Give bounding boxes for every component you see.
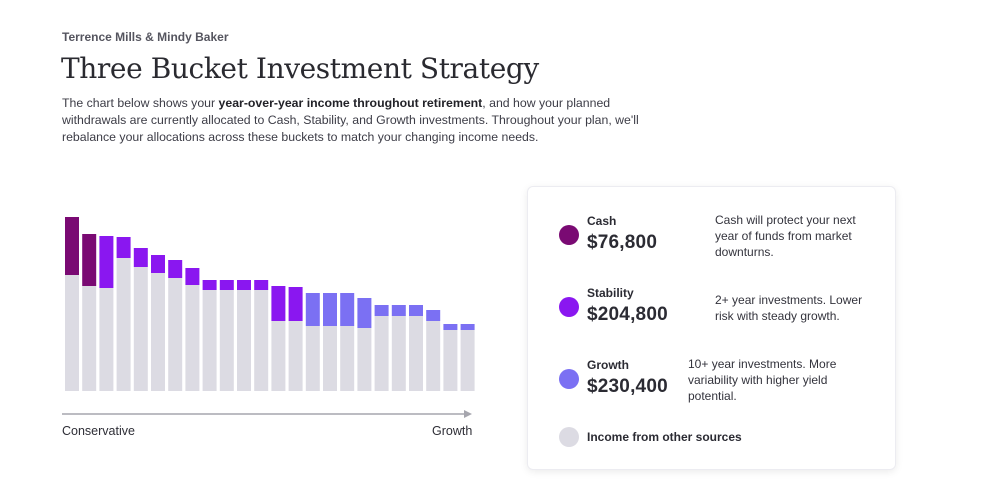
bar-18-other-segment [357, 328, 372, 391]
growth-description: 10+ year investments. More variability w… [688, 357, 837, 403]
stability-dot-icon [559, 297, 579, 317]
bar-15-other-segment [305, 326, 320, 391]
bar-8-stability-segment [185, 268, 200, 285]
bar-7-other-segment [168, 278, 183, 391]
bar-4-other-segment [116, 258, 131, 391]
bar-22-growth-segment [426, 310, 441, 321]
axis-label-conservative: Conservative [62, 424, 135, 438]
bucket-legend-card: Cash $76,800 Cash will protect your next… [527, 186, 896, 470]
cash-amount: $76,800 [587, 232, 658, 253]
bar-1-other-segment [65, 275, 79, 391]
income-bar-chart [62, 217, 475, 418]
bar-7-stability-segment [168, 260, 183, 278]
bar-24-other-segment [460, 330, 475, 391]
bar-21-growth-segment [409, 305, 423, 316]
bar-22-other-segment [426, 321, 441, 391]
bar-2-cash-segment [82, 234, 97, 286]
bar-9-other-segment [202, 290, 217, 391]
growth-amount: $230,400 [587, 376, 668, 397]
bar-2-other-segment [82, 286, 97, 391]
bar-23-growth-segment [443, 324, 458, 330]
cash-description: Cash will protect your next year of fund… [715, 213, 856, 259]
bar-19-other-segment [374, 316, 389, 391]
bar-6-other-segment [151, 273, 165, 391]
bar-10-other-segment [219, 290, 234, 391]
bar-12-stability-segment [254, 280, 269, 290]
bar-5-other-segment [133, 267, 148, 391]
bar-15-growth-segment [305, 293, 320, 326]
description-body: , and how your planned withdrawals are c… [62, 96, 639, 144]
stability-description: 2+ year investments. Lower risk with ste… [715, 293, 863, 323]
bar-16-growth-segment [323, 293, 337, 326]
description-intro: The chart below shows your [62, 96, 219, 110]
bar-4-stability-segment [116, 237, 131, 258]
bar-18-growth-segment [357, 298, 372, 328]
x-axis-arrow-icon [464, 410, 472, 418]
bar-14-stability-segment [288, 287, 303, 321]
page-title: Three Bucket Investment Strategy [61, 52, 539, 85]
bar-12-other-segment [254, 290, 269, 391]
client-names: Terrence Mills & Mindy Baker [62, 30, 229, 44]
bar-1-cash-segment [65, 217, 79, 275]
stability-amount: $204,800 [587, 304, 668, 325]
bar-11-stability-segment [237, 280, 251, 290]
bar-14-other-segment [288, 321, 303, 391]
bar-17-other-segment [340, 326, 355, 391]
bar-3-stability-segment [99, 236, 114, 288]
description-highlight: year-over-year income throughout retirem… [218, 96, 483, 110]
other-income-dot-icon [559, 427, 579, 447]
other-income-label: Income from other sources [587, 430, 742, 444]
bar-13-stability-segment [271, 286, 286, 321]
bar-8-other-segment [185, 285, 200, 391]
bar-17-growth-segment [340, 293, 355, 326]
bar-11-other-segment [237, 290, 251, 391]
growth-dot-icon [559, 369, 579, 389]
bar-24-growth-segment [460, 324, 475, 330]
bar-16-other-segment [323, 326, 337, 391]
bar-23-other-segment [443, 330, 458, 391]
growth-label: Growth [587, 358, 629, 372]
stability-label: Stability [587, 286, 634, 300]
bar-21-other-segment [409, 316, 423, 391]
bar-6-stability-segment [151, 255, 165, 273]
bar-20-growth-segment [391, 305, 406, 316]
bar-19-growth-segment [374, 305, 389, 316]
bar-5-stability-segment [133, 248, 148, 267]
bar-9-stability-segment [202, 280, 217, 290]
page-description: The chart below shows your year-over-yea… [62, 95, 662, 146]
cash-label: Cash [587, 214, 617, 228]
bar-20-other-segment [391, 316, 406, 391]
cash-dot-icon [559, 225, 579, 245]
bar-10-stability-segment [219, 280, 234, 290]
bar-13-other-segment [271, 321, 286, 391]
bar-3-other-segment [99, 288, 114, 391]
axis-label-growth: Growth [432, 424, 473, 438]
